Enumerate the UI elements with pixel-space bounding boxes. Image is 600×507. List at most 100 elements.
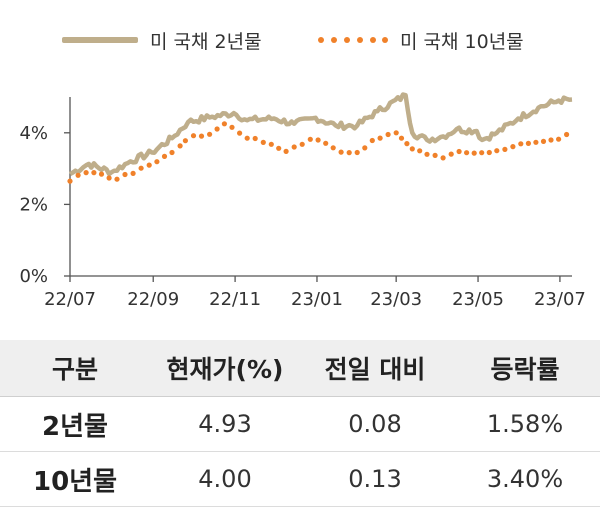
x-tick-label: 23/01 [291, 289, 343, 310]
series-10y-dot [98, 171, 105, 177]
series-10y-dot [330, 145, 336, 151]
series-10y-dot [377, 135, 383, 141]
series-10y-dot [260, 139, 266, 145]
series-10y-dot [122, 171, 128, 178]
series-10y-dot [456, 148, 462, 155]
series-10y-dot [548, 137, 554, 143]
series-10y-dot [315, 137, 321, 143]
series-10y-dot [177, 143, 183, 149]
header-current-price: 현재가(%) [150, 340, 300, 397]
series-10y-dot [564, 131, 570, 138]
x-tick-label: 23/03 [370, 289, 422, 310]
series-10y-dot [556, 136, 562, 142]
header-change: 전일 대비 [300, 340, 450, 397]
series-10y-dot [114, 176, 120, 182]
legend-swatch-solid [62, 37, 138, 43]
series-10y-dot [67, 178, 73, 184]
cell-change-rate: 3.40% [450, 451, 600, 507]
table-row: 2년물 4.93 0.08 1.58% [0, 396, 600, 452]
series-10y-dot [424, 151, 430, 157]
series-10y-dot [393, 130, 399, 136]
y-tick-label: 4% [19, 123, 48, 144]
series-10y-dot [130, 170, 136, 176]
series-10y-dot [346, 150, 352, 156]
legend-label-10y: 미 국채 10년물 [400, 30, 524, 53]
series-10y-dot [221, 121, 227, 127]
series-10y-dot [214, 126, 220, 132]
x-tick-label: 23/07 [534, 289, 586, 310]
series-10y-dot [276, 145, 282, 151]
cell-change-rate: 1.58% [450, 396, 600, 452]
series-10y-dot [106, 175, 112, 181]
series-2y-line [68, 92, 573, 177]
series-10y-dot [479, 150, 485, 156]
legend-item-2y: 미 국채 2년물 [62, 24, 262, 56]
series-10y-dot [486, 149, 492, 156]
series-10y-dot [161, 153, 168, 159]
y-tick-label: 2% [19, 194, 48, 215]
series-10y-dot [138, 165, 144, 171]
legend-label-2y: 미 국채 2년물 [150, 30, 262, 53]
series-10y-dot [398, 135, 405, 141]
series-10y-dot [502, 146, 508, 152]
y-tick-label: 0% [19, 266, 48, 287]
series-10y-dot [494, 148, 500, 154]
cell-change: 0.08 [300, 396, 450, 452]
series-10y-dot [198, 133, 205, 139]
series-10y-dot [540, 138, 547, 144]
legend-item-10y: 미 국채 10년물 [318, 24, 524, 56]
yield-table: 구분 현재가(%) 전일 대비 등락률 2년물 4.93 0.08 1.58% … [0, 340, 600, 507]
series-10y-dot [75, 172, 81, 178]
series-10y-dots [67, 121, 570, 184]
x-tick-label: 23/05 [452, 289, 504, 310]
header-change-rate: 등락률 [450, 340, 600, 397]
series-10y-dot [190, 133, 197, 139]
series-10y-dot [323, 140, 329, 146]
series-10y-dot [432, 152, 438, 158]
x-tick-label: 22/09 [127, 289, 179, 310]
series-10y-dot [404, 141, 410, 147]
cell-change: 0.13 [300, 451, 450, 507]
series-10y-dot [252, 135, 258, 142]
cell-current-price: 4.93 [150, 396, 300, 452]
series-10y-dot [510, 144, 516, 150]
series-10y-dot [299, 141, 305, 147]
table-row: 10년물 4.00 0.13 3.40% [0, 451, 600, 507]
table-header-row: 구분 현재가(%) 전일 대비 등락률 [0, 340, 600, 397]
row-label: 2년물 [0, 396, 150, 452]
series-10y-dot [369, 137, 375, 144]
series-10y-dot [471, 150, 477, 156]
series-10y-dot [518, 141, 524, 147]
series-10y-dot [307, 136, 313, 142]
row-label: 10년물 [0, 451, 150, 507]
legend: 미 국채 2년물 미 국채 10년물 [0, 24, 600, 56]
series-10y-dot [533, 139, 539, 145]
header-category: 구분 [0, 340, 150, 397]
series-10y-dot [409, 146, 415, 152]
series-10y-dot [464, 150, 470, 156]
series-10y-dot [362, 145, 368, 151]
series-10y-dot [182, 138, 188, 144]
series-10y-dot [440, 155, 446, 161]
series-10y-dot [229, 124, 235, 130]
series-10y-dot [283, 148, 289, 154]
line-chart: 0% 2% 4% 22/07 22/09 22/11 23/01 23/03 23/05 23/0… [19, 92, 586, 310]
series-10y-dot [268, 141, 274, 147]
series-10y-dot [146, 162, 152, 168]
series-10y-dot [338, 149, 344, 155]
cell-current-price: 4.00 [150, 451, 300, 507]
series-10y-dot [291, 144, 297, 150]
x-tick-label: 22/07 [44, 289, 96, 310]
series-10y-dot [354, 149, 360, 156]
series-10y-dot [525, 140, 532, 146]
series-10y-dot [91, 170, 97, 176]
series-10y-dot [83, 170, 89, 176]
series-10y-dot [385, 131, 391, 138]
series-10y-dot [169, 149, 175, 156]
legend-swatch-dotted [318, 37, 388, 43]
x-tick-label: 22/11 [209, 289, 261, 310]
series-10y-dot [417, 148, 423, 154]
series-10y-dot [237, 130, 243, 136]
series-10y-dot [448, 151, 454, 157]
series-10y-dot [154, 159, 160, 165]
